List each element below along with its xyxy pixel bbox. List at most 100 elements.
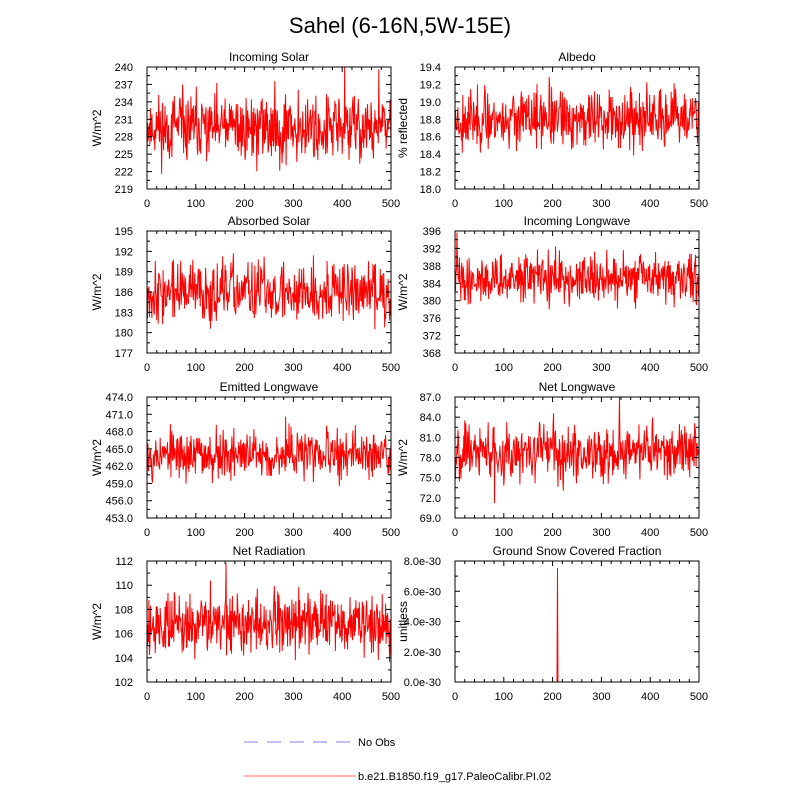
x-tick-label: 0 — [144, 691, 150, 703]
y-tick-label: 380 — [423, 296, 441, 308]
x-tick-label: 0 — [452, 198, 458, 210]
x-tick-label: 300 — [284, 691, 302, 703]
y-tick-label: 368 — [423, 348, 441, 360]
y-tick-label: 106 — [115, 629, 133, 641]
y-tick-label: 18.8 — [420, 114, 441, 126]
series-line — [454, 396, 700, 504]
panel-absorbed-solar: Absorbed Solar 177 180 183 186 189 192 195 0 100 2… — [90, 214, 400, 374]
x-tick-label: 0 — [144, 527, 150, 539]
y-axis-label: W/m^2 — [90, 603, 104, 640]
series-line — [454, 232, 700, 310]
x-tick-label: 200 — [235, 362, 253, 374]
x-tick-label: 500 — [382, 691, 400, 703]
y-tick-label: 462.0 — [105, 461, 133, 473]
y-tick-label: 376 — [423, 313, 441, 325]
panel-title: Albedo — [558, 50, 596, 64]
y-tick-label: 69.0 — [420, 513, 441, 525]
panel-title: Absorbed Solar — [228, 214, 311, 228]
y-tick-label: 19.0 — [420, 97, 441, 109]
x-tick-label: 200 — [235, 527, 253, 539]
legend-label-obs: No Obs — [358, 737, 396, 749]
x-tick-label: 0 — [452, 362, 458, 374]
y-tick-label: 102 — [115, 677, 133, 689]
y-tick-label: 0.0e-30 — [404, 677, 441, 689]
y-tick-label: 219 — [115, 184, 133, 196]
y-tick-label: 192 — [115, 246, 133, 258]
y-axis-label: unitless — [396, 601, 410, 642]
x-tick-label: 100 — [495, 691, 513, 703]
panel-emitted-longwave: Emitted Longwave 453.0 456.0 459.0 462.0 465.… — [90, 380, 400, 539]
y-tick-label: 456.0 — [105, 496, 133, 508]
panel-title: Emitted Longwave — [220, 380, 319, 394]
y-axis-label: W/m^2 — [90, 439, 104, 476]
series-line — [146, 66, 392, 174]
panel-title: Ground Snow Covered Fraction — [493, 544, 662, 558]
x-tick-label: 400 — [641, 198, 659, 210]
legend-label-model: b.e21.B1850.f19_g17.PaleoCalibr.PI.02 — [358, 771, 551, 783]
x-tick-label: 100 — [187, 362, 205, 374]
y-axis-label: W/m^2 — [396, 273, 410, 310]
x-tick-label: 100 — [187, 198, 205, 210]
panel-net-longwave: Net Longwave 69.0 72.0 75.0 78.0 81.0 84.0 87.0… — [396, 380, 708, 539]
x-tick-label: 200 — [543, 198, 561, 210]
y-tick-label: 112 — [115, 556, 133, 568]
x-tick-label: 100 — [187, 527, 205, 539]
y-tick-label: 19.4 — [420, 62, 441, 74]
panel-ground-snow-covered-fraction: Ground Snow Covered Fraction 0.0e-30 2.0e-… — [396, 544, 708, 703]
y-axis-label: W/m^2 — [90, 109, 104, 146]
panel-title: Incoming Solar — [229, 50, 309, 64]
y-tick-label: 183 — [115, 307, 133, 319]
x-tick-label: 300 — [592, 527, 610, 539]
y-tick-label: 392 — [423, 243, 441, 255]
y-tick-label: 453.0 — [105, 513, 133, 525]
y-tick-label: 18.0 — [420, 184, 441, 196]
x-tick-label: 400 — [333, 527, 351, 539]
y-tick-label: 186 — [115, 287, 133, 299]
x-tick-label: 100 — [495, 198, 513, 210]
plot-frame — [454, 560, 700, 683]
main-title: Sahel (6-16N,5W-15E) — [289, 13, 511, 38]
y-tick-label: 388 — [423, 261, 441, 273]
panel-title: Net Radiation — [233, 544, 306, 558]
y-tick-label: 108 — [115, 604, 133, 616]
y-tick-label: 18.2 — [420, 167, 441, 179]
y-axis-label: W/m^2 — [396, 439, 410, 476]
series-line — [146, 253, 392, 330]
y-tick-label: 19.2 — [420, 79, 441, 91]
x-tick-label: 300 — [284, 198, 302, 210]
legend: No Obs b.e21.B1850.f19_g17.PaleoCalibr.P… — [244, 737, 551, 783]
series-line — [454, 76, 700, 156]
y-tick-label: 372 — [423, 331, 441, 343]
x-tick-label: 200 — [235, 198, 253, 210]
y-tick-label: 234 — [115, 97, 133, 109]
x-tick-label: 300 — [284, 527, 302, 539]
x-tick-label: 0 — [452, 527, 458, 539]
x-tick-label: 300 — [284, 362, 302, 374]
y-tick-label: 189 — [115, 267, 133, 279]
y-tick-label: 2.0e-30 — [404, 647, 441, 659]
y-tick-label: 468.0 — [105, 427, 133, 439]
y-tick-label: 465.0 — [105, 444, 133, 456]
x-tick-label: 300 — [592, 198, 610, 210]
series-line — [454, 568, 700, 683]
y-tick-label: 231 — [115, 114, 133, 126]
y-tick-label: 471.0 — [105, 409, 133, 421]
x-tick-label: 0 — [144, 362, 150, 374]
series-line — [146, 562, 392, 663]
x-tick-label: 400 — [333, 198, 351, 210]
x-tick-label: 200 — [543, 362, 561, 374]
x-tick-label: 500 — [690, 691, 708, 703]
y-tick-label: 474.0 — [105, 392, 133, 404]
x-tick-label: 100 — [495, 527, 513, 539]
x-tick-label: 300 — [592, 691, 610, 703]
y-tick-label: 18.4 — [420, 149, 441, 161]
panel-net-radiation: Net Radiation 102 104 106 108 110 112 0 100 200 30… — [90, 544, 400, 703]
x-tick-label: 100 — [187, 691, 205, 703]
x-tick-label: 500 — [382, 362, 400, 374]
x-tick-label: 200 — [543, 691, 561, 703]
x-tick-label: 100 — [495, 362, 513, 374]
y-tick-label: 6.0e-30 — [404, 586, 441, 598]
y-tick-label: 18.6 — [420, 132, 441, 144]
